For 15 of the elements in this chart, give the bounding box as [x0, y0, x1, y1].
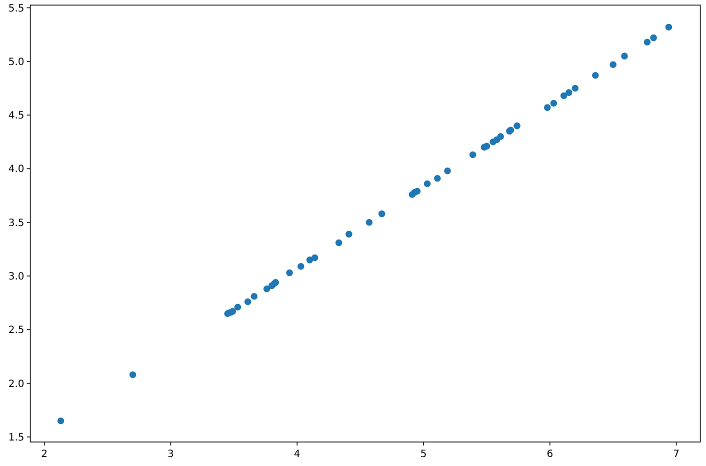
y-tick-label: 4.5	[8, 110, 24, 122]
y-tick-label: 5.0	[8, 56, 24, 68]
x-tick-label: 4	[294, 449, 300, 460]
y-tick-label: 1.5	[8, 432, 24, 444]
y-tick-label: 2.0	[8, 378, 24, 390]
y-tick-label: 4.0	[8, 164, 24, 176]
x-tick-label: 5	[420, 449, 427, 460]
x-tick-label: 2	[41, 449, 48, 460]
y-tick-label: 5.5	[8, 3, 24, 14]
y-tick-label: 3.5	[8, 218, 24, 229]
x-tick-label: 3	[168, 449, 174, 460]
y-tick-label: 2.5	[8, 325, 24, 336]
x-tick-label: 7	[673, 449, 680, 460]
x-tick-label: 6	[546, 449, 554, 460]
y-tick-label: 3.0	[8, 272, 24, 283]
